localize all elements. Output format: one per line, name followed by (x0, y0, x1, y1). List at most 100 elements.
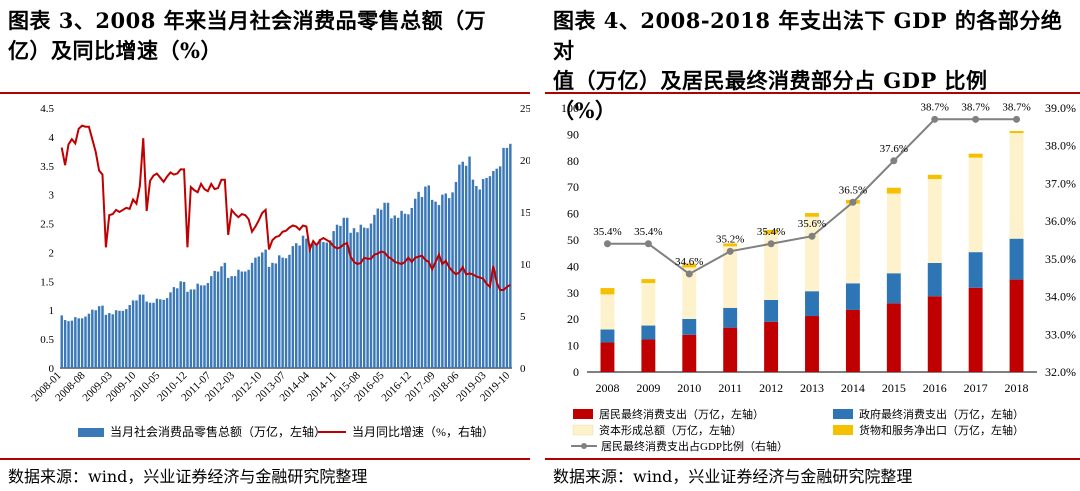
left-bar (213, 270, 216, 368)
left-bar (393, 215, 397, 368)
right-legend-label: 资本形成总额（万亿，左轴） (599, 423, 742, 437)
left-bar (352, 228, 356, 368)
right-bar-capital (1009, 133, 1024, 239)
left-bar (125, 309, 128, 368)
left-bar (498, 166, 502, 368)
left-bar (111, 314, 114, 368)
left-legend-line-label: 当月同比增速（%，右轴） (352, 424, 494, 439)
right-ratio-point (931, 115, 939, 123)
right-bar-resident (723, 327, 738, 372)
right-x-tick-label: 2013 (800, 381, 824, 395)
right-legend-swatch (573, 409, 593, 419)
left-bar (291, 246, 295, 368)
left-legend-bar-label: 当月社会消费品零售总额（万亿，左轴） (110, 424, 326, 439)
left-bar (332, 231, 335, 368)
right-bar-government (600, 329, 615, 343)
left-bar (315, 246, 318, 368)
left-bar (271, 262, 274, 368)
right-top-rule (545, 92, 1080, 94)
right-ratio-point (767, 240, 775, 248)
left-bar (87, 313, 91, 368)
left-bar (359, 224, 363, 368)
left-bar (430, 199, 434, 368)
right-yright-tick-label: 39.0% (1045, 101, 1076, 115)
left-yleft-tick-label: 2.5 (40, 219, 54, 231)
left-bar (366, 228, 369, 368)
right-bar-capital (600, 294, 615, 330)
right-bar-net-export (927, 174, 942, 180)
right-bar-resident (886, 303, 901, 372)
right-yleft-tick-label: 0 (573, 365, 579, 379)
right-chart: 0 10 20 30 40 50 60 70 80 90 100 32.0% 33.0% 34.0% 35.… (561, 101, 1076, 453)
right-ratio-point (890, 157, 898, 165)
left-bar (447, 198, 451, 368)
left-bar (182, 281, 186, 368)
right-bar-resident (968, 287, 983, 372)
left-bar (135, 300, 138, 368)
left-bar (84, 316, 87, 368)
right-ratio-point (808, 232, 816, 240)
right-bar-capital (968, 157, 983, 253)
right-bar-net-export (682, 263, 697, 268)
right-legend-label: 政府最终消费支出（万亿，左轴） (859, 407, 1024, 421)
right-bottom-rule (545, 458, 1080, 460)
right-yright-tick-label: 32.0% (1045, 365, 1076, 379)
left-bar (152, 302, 155, 368)
left-bar (220, 266, 223, 368)
left-bar (295, 243, 298, 368)
left-yleft-tick-label: 3.5 (40, 161, 54, 173)
right-ratio-point (603, 240, 611, 248)
left-bar (301, 235, 305, 368)
left-yright-tick-label: 0 (520, 363, 526, 375)
left-bar (244, 271, 247, 368)
left-bar (240, 271, 244, 368)
right-bar-government (805, 291, 819, 317)
left-bottom-rule (0, 458, 530, 460)
right-yleft-tick-label: 30 (567, 286, 579, 300)
left-bar (325, 242, 329, 368)
left-bar (505, 147, 509, 368)
right-yright-tick-label: 34.0% (1045, 290, 1076, 304)
left-bar (478, 189, 481, 368)
left-bar (288, 254, 291, 368)
left-bar (386, 202, 390, 368)
right-ratio-data-label: 38.7% (1002, 101, 1030, 113)
left-bar (298, 245, 301, 368)
right-legend-line-marker (581, 443, 587, 449)
left-bar (80, 318, 84, 368)
right-legend-swatch (572, 424, 594, 436)
right-bar-capital (641, 283, 656, 326)
right-figure-title: 图表 4、2008-2018 年支出法下 GDP 的各部分绝对 值（万亿）及居民… (553, 6, 1080, 126)
left-bar (379, 209, 383, 368)
left-title-line2: 亿）及同比增速（%） (8, 38, 222, 63)
left-yright-tick-label: 25 (520, 103, 530, 115)
left-yright-tick-label: 15 (520, 207, 530, 219)
right-x-tick-label: 2011 (718, 381, 742, 395)
right-bar-government (1009, 238, 1024, 280)
right-ratio-point (726, 247, 734, 255)
right-yright-tick-label: 33.0% (1045, 327, 1076, 341)
left-bar (108, 313, 111, 368)
left-bar (509, 143, 512, 368)
right-yleft-tick-label: 40 (567, 259, 579, 273)
left-bar (328, 240, 332, 368)
left-yleft-tick-label: 4.5 (40, 103, 54, 115)
left-bar (335, 224, 339, 368)
left-bar (481, 179, 485, 368)
right-bar-net-export (723, 243, 738, 247)
right-x-tick-label: 2012 (759, 381, 783, 395)
left-bar (67, 321, 70, 368)
left-bar (142, 294, 145, 368)
left-bar (373, 214, 376, 368)
left-bar (267, 266, 271, 368)
left-bar (210, 276, 213, 368)
left-yleft-tick-label: 0.5 (40, 334, 54, 346)
right-ratio-data-label: 35.4% (593, 226, 621, 238)
left-bar (165, 298, 169, 368)
left-yright-tick-label: 5 (520, 311, 526, 323)
right-bar-government (641, 325, 656, 340)
left-bar (128, 305, 131, 368)
left-bar (264, 249, 267, 368)
right-bar-net-export (641, 279, 656, 284)
left-bar (131, 300, 135, 368)
